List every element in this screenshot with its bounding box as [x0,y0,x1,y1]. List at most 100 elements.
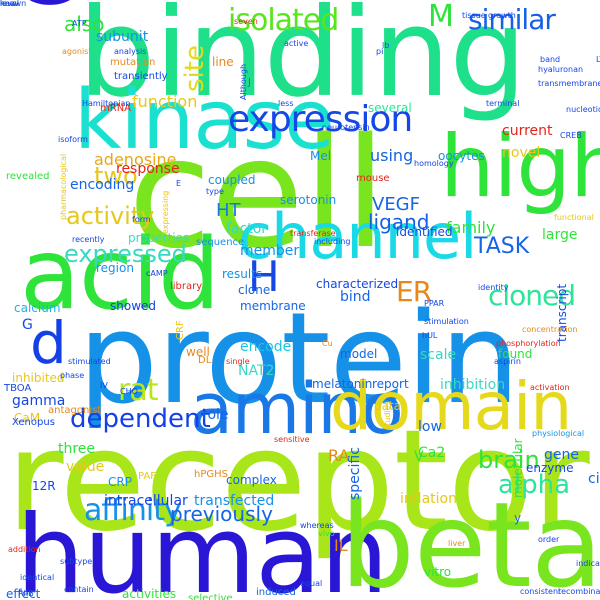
cloud-word: intracellular [104,493,188,509]
cloud-word: equal [300,579,323,588]
cloud-word: vitro [424,565,452,579]
cloud-word: effect [6,587,41,600]
cloud-word: characterized [316,277,399,291]
cloud-word: dependent [70,404,211,434]
cloud-word: receptor [6,400,590,563]
cloud-word: domain [330,368,572,445]
cloud-word: identical [20,573,55,582]
cloud-word: HT [216,200,241,221]
cloud-word: several [368,101,412,115]
cloud-word: CRF [175,320,186,340]
cloud-word: mRNA [100,103,132,114]
cloud-word: oocytes [438,149,485,163]
cloud-word: encode [240,339,292,355]
cloud-word: showed [110,299,157,313]
cloud-word: nucleotide [566,105,600,114]
cloud-word: expressing [161,190,170,234]
cloud-word: new [0,0,17,8]
cloud-word: ATP [72,19,87,28]
cloud-word: consistent [520,587,562,596]
cloud-word: inflation [400,491,457,507]
cloud-word: vivo [318,529,335,538]
cloud-word: rat [118,373,158,408]
cloud-word: growth [488,11,516,20]
cloud-word: molecular [511,438,525,498]
cloud-word: alpha [498,470,571,500]
cloud-word: TBOA [4,383,32,394]
cloud-word: role [202,407,229,423]
cloud-word: band [540,55,561,64]
cloud-word: identity [478,283,509,292]
cloud-word: report [372,377,409,391]
cloud-word: revealed [6,171,50,182]
cloud-word: gene [544,447,579,463]
cloud-word: d [30,309,67,377]
cloud-word: coupled [208,173,256,187]
cloud-word: transferase [290,229,336,238]
cloud-word: CaM [14,411,41,425]
cloud-word: previously [170,502,273,526]
cloud-word: cis [588,471,600,487]
cloud-word: ligand [368,210,430,234]
cloud-word: acid [20,218,220,332]
cloud-word: isoform [58,135,88,144]
cloud-word: bind [340,289,371,305]
cloud-word: PPAR [424,299,445,308]
cloud-word: expressed [64,240,187,268]
cloud-word: liver [448,539,466,548]
cloud-word: kinase [74,73,335,168]
cloud-word: region [96,261,134,275]
cloud-word: inhibition [440,377,506,393]
cloud-word: stimulated [68,357,111,366]
cloud-word: antagonist [48,405,102,416]
cloud-word: IV [100,381,108,390]
cloud-word: Mel [310,149,332,163]
cloud-word: LTB4 [596,55,600,64]
cloud-word: functional [554,213,594,222]
cloud-word: form [132,215,151,224]
cloud-word: activity [66,202,155,230]
cloud-word: terminal [486,99,520,108]
cloud-word: CRP [108,475,132,489]
cloud-word: family [446,218,496,237]
cloud-word: complex [226,473,277,487]
cloud-word: human [16,493,389,600]
cloud-word: data [374,399,402,413]
cloud-word: TASK [474,234,530,259]
cloud-word: member [240,243,300,259]
cloud-word: cAMP [146,269,168,278]
cloud-word: expression [228,99,413,140]
cloud-word: tissue [462,11,486,20]
cloud-word: type [206,187,224,196]
cloud-word: order [538,535,560,544]
cloud-word: Ca2 [418,445,446,461]
cloud-word: ER [396,275,432,308]
cloud-word: level [0,0,20,8]
cloud-word: hUL [422,331,438,340]
cloud-word: sensitive [274,435,310,444]
cloud-word: channel [238,200,477,273]
cloud-word: value [66,459,105,475]
cloud-word: transmembrane [538,79,600,88]
cloud-word: pharmacological [59,153,68,220]
cloud-word: recombinant [558,587,600,596]
cloud-word: active [284,39,309,48]
cloud-word: isolated [228,3,339,38]
cloud-word: transfected [194,493,275,509]
cloud-word: response [116,161,180,177]
cloud-word: enzyme [526,461,574,475]
cloud-word: beta [340,476,600,600]
cloud-word: addition [8,545,41,554]
cloud-word: PAF [138,471,156,482]
cloud-word: mutation [110,57,156,68]
cloud-word: Cu [322,339,333,348]
cloud-word: induced [256,587,296,598]
cloud-word: gamma [12,393,66,409]
cloud-word: well [186,345,210,359]
cloud-word: agonist [62,47,92,56]
cloud-word: subtype [60,557,93,566]
cloud-word: less [278,99,294,108]
cloud-word: model [340,347,378,361]
cloud-word: using [370,146,414,165]
cloud-word: library [170,281,203,292]
